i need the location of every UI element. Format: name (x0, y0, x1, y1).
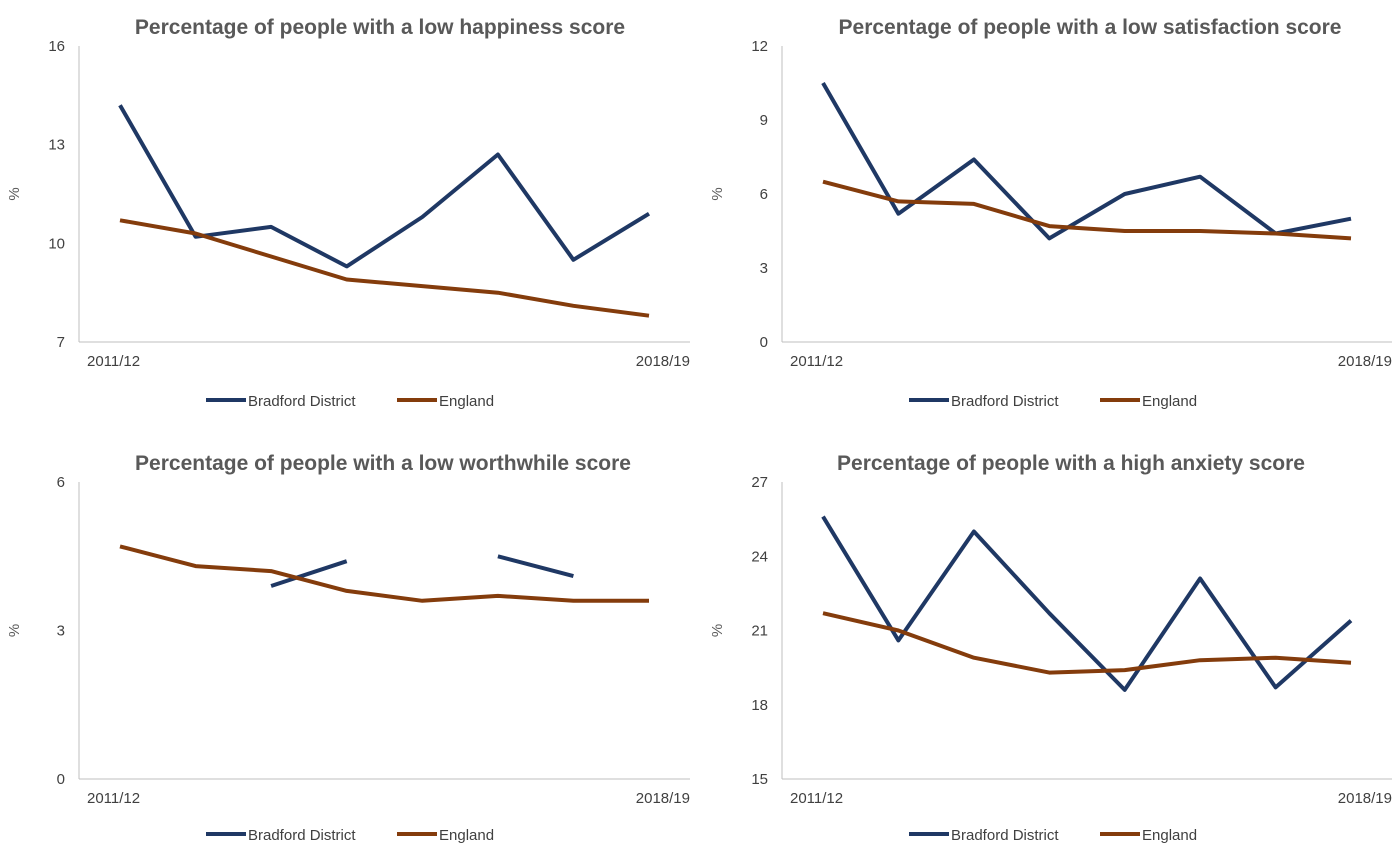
y-tick-label: 16 (48, 38, 65, 55)
y-tick-label: 0 (760, 334, 768, 351)
legend-label: England (439, 827, 494, 843)
y-tick-label: 15 (751, 771, 768, 788)
series-line-bradford-district (821, 82, 1352, 241)
series-line-bradford-district (821, 515, 1353, 692)
y-tick-label: 27 (751, 474, 768, 491)
y-tick-label: 6 (760, 186, 768, 203)
y-tick-label: 7 (57, 334, 65, 351)
legend-label: Bradford District (951, 827, 1059, 843)
x-tick-label-first: 2011/12 (790, 790, 843, 807)
series-line-bradford-district (270, 554, 574, 588)
series-line-england (119, 218, 650, 318)
y-axis-label: % (6, 624, 23, 637)
legend-label: England (439, 393, 494, 410)
y-tick-label: 18 (751, 697, 768, 714)
legend-label: England (1142, 393, 1197, 410)
series-line-england (822, 179, 1352, 241)
y-tick-label: 3 (57, 623, 65, 640)
legend-label: Bradford District (951, 393, 1059, 410)
y-axis-label: % (6, 187, 23, 200)
series-line-england (119, 544, 649, 603)
series-line-england (822, 611, 1352, 675)
x-tick-label-last: 2018/19 (1338, 353, 1392, 370)
legend-label: England (1142, 827, 1197, 843)
x-tick-label-last: 2018/19 (636, 790, 690, 807)
chart-3: Percentage of people with a low worthwhi… (6, 452, 690, 843)
y-tick-label: 24 (751, 548, 768, 565)
series-line-bradford-district (118, 104, 651, 269)
x-tick-label-first: 2011/12 (87, 353, 140, 370)
y-tick-label: 21 (751, 623, 768, 640)
x-tick-label-first: 2011/12 (790, 353, 843, 370)
y-tick-label: 9 (760, 112, 768, 129)
legend-label: Bradford District (248, 827, 356, 843)
y-tick-label: 13 (48, 137, 65, 154)
chart-title: Percentage of people with a low happines… (135, 16, 625, 39)
x-tick-label-last: 2018/19 (636, 353, 690, 370)
y-tick-label: 3 (760, 260, 768, 277)
chart-2: Percentage of people with a low satisfac… (709, 16, 1392, 410)
chart-4: Percentage of people with a high anxiety… (709, 452, 1392, 843)
chart-1: Percentage of people with a low happines… (6, 16, 690, 410)
legend: Bradford District England (909, 393, 1197, 410)
y-tick-label: 10 (48, 235, 65, 252)
legend: Bradford District England (909, 827, 1197, 843)
y-tick-label: 12 (751, 38, 768, 55)
y-tick-label: 0 (57, 771, 65, 788)
x-tick-label-last: 2018/19 (1338, 790, 1392, 807)
chart-title: Percentage of people with a low satisfac… (839, 16, 1342, 39)
legend: Bradford District England (206, 827, 494, 843)
legend: Bradford District England (206, 393, 494, 410)
chart-title: Percentage of people with a high anxiety… (837, 452, 1305, 475)
legend-label: Bradford District (248, 393, 356, 410)
chart-title: Percentage of people with a low worthwhi… (135, 452, 631, 475)
x-tick-label-first: 2011/12 (87, 790, 140, 807)
y-axis-label: % (709, 624, 726, 637)
y-axis-label: % (709, 187, 726, 200)
y-tick-label: 6 (57, 474, 65, 491)
